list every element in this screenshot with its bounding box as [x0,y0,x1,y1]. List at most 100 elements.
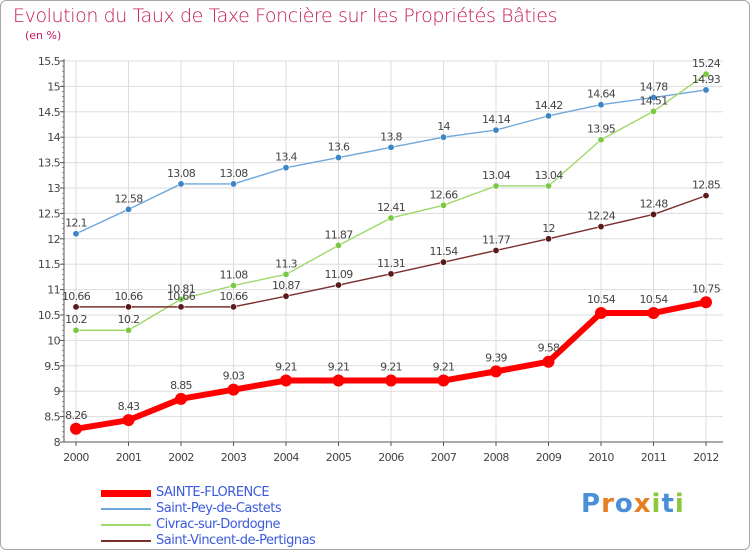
legend-label: Civrac-sur-Dordogne [156,517,281,532]
y-tick-label: 13 [47,182,60,195]
x-tick-label: 2005 [326,451,352,464]
series-lines [70,70,712,435]
series-1-point [702,86,710,94]
series-3-point [649,210,657,218]
x-tick-label: 2003 [221,451,247,464]
series-1-point [125,205,133,213]
logo-letter: i [674,489,685,519]
series-0-data-label: 10.75 [692,282,721,295]
y-tick-label: 14 [47,131,60,144]
legend-swatch [101,524,151,526]
y-tick-label: 11 [47,284,60,297]
series-2-point [702,70,710,78]
x-tick-label: 2000 [63,451,89,464]
series-2-point [597,136,605,144]
data-labels: 12.1 12.58 13.08 13.08 13.4 13.6 13.8 14 14.14 14… [62,57,721,422]
series-0-point [280,374,292,387]
series-0-data-label: 10.54 [587,293,616,306]
series-2-data-label: 13.95 [587,123,616,136]
series-0-point [437,374,450,387]
series-2-data-label: 13.04 [535,169,564,182]
series-3-point [702,192,710,200]
series-0-data-label: 10.54 [640,293,669,306]
series-1-data-label: 14.93 [692,73,721,86]
series-2-data-label: 11.08 [220,269,249,282]
series-3-data-label: 11.09 [325,268,354,281]
x-tick-label: 2009 [536,451,562,464]
series-2-point [230,282,238,290]
series-0-point [595,306,607,319]
x-tick-label: 2008 [483,451,509,464]
series-0-data-label: 8.26 [65,409,87,422]
series-0-point [122,414,135,427]
series-1-point [597,101,605,109]
series-1-point [334,154,342,162]
legend-swatch [101,489,151,497]
series-0-point [175,392,187,405]
series-1-point [649,94,657,102]
y-tick-label: 12.5 [38,207,61,220]
series-0-data-label: 9.21 [433,361,455,374]
series-3-point [125,303,133,311]
series-1-data-label: 14 [437,120,450,133]
series-2-point [282,270,290,278]
legend-label: Saint-Pey-de-Castets [156,501,282,516]
series-3-point [544,235,552,243]
series-3-data-label: 11.31 [377,257,405,270]
series-3-data-label: 10.66 [62,290,91,303]
y-tick-label: 15.5 [38,55,61,68]
series-3-point [597,223,605,231]
series-1-data-label: 14.64 [587,88,616,101]
legend-swatch [101,508,151,510]
series-1-data-label: 13.08 [167,167,196,180]
series-0-data-label: 8.43 [118,400,140,413]
x-tick-label: 2011 [641,451,667,464]
series-2-point [387,214,395,222]
x-tick-label: 2010 [588,451,614,464]
series-1-point [439,133,447,141]
series-0-data-label: 9.21 [275,361,297,374]
series-3-point [439,258,447,266]
series-0-data-label: 9.21 [328,361,350,374]
y-unit-label: (en %) [25,29,62,42]
series-3-point [334,281,342,289]
chart-title: Evolution du Taux de Taxe Foncière sur l… [13,5,558,27]
y-tick-label: 13.5 [38,157,61,170]
series-2-data-label: 10.81 [167,282,195,295]
series-0-data-label: 9.21 [380,361,402,374]
series-1-data-label: 14.42 [535,99,563,112]
series-2-point [125,326,133,334]
series-2-point [492,182,500,190]
series-3-data-label: 12.48 [640,197,669,210]
series-2-data-label: 10.2 [65,313,87,326]
series-3-data-label: 10.66 [167,290,196,303]
series-0-point [385,374,397,387]
logo-letter: x [633,489,652,519]
series-3-data-label: 11.54 [430,245,459,258]
series-1-data-label: 12.58 [115,192,144,205]
y-tick-label: 8.5 [44,411,60,424]
series-1-data-label: 13.6 [328,141,350,154]
series-1-point [492,126,500,134]
logo-letter: o [614,489,634,519]
series-2-data-label: 12.66 [430,188,459,201]
logo-letter: i [651,489,662,519]
series-1-data-label: 14.14 [482,113,511,126]
series-2-data-label: 11.3 [275,257,297,270]
logo-letter: r [601,489,615,519]
y-tick-label: 10 [47,334,60,347]
series-0-point [542,355,555,368]
series-2-point [177,295,185,303]
series-2-data-label: 10.2 [118,313,140,326]
x-tick-label: 2002 [168,451,194,464]
series-1-point [282,164,290,172]
series-0-point [700,296,712,309]
series-2-data-label: 12.41 [377,201,405,214]
series-3-point [230,303,238,311]
x-tick-label: 2006 [378,451,404,464]
series-2-point [334,241,342,249]
series-2-point [544,182,552,190]
series-3-point [387,270,395,278]
